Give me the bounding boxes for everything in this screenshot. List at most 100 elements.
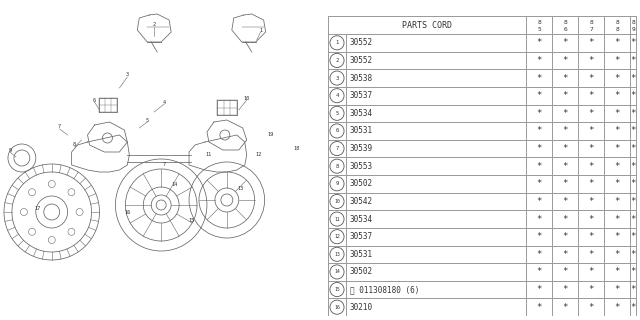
Bar (328, 87, 346, 105)
Text: 1: 1 (335, 40, 339, 45)
Bar (526, 298, 552, 316)
Text: 4: 4 (335, 93, 339, 98)
Text: *: * (536, 303, 541, 312)
Bar (604, 228, 630, 245)
Text: *: * (563, 303, 568, 312)
Text: *: * (536, 56, 541, 65)
Text: 1: 1 (259, 28, 262, 33)
Text: *: * (536, 126, 541, 135)
Bar (346, 140, 526, 157)
Text: 12: 12 (334, 234, 340, 239)
Bar (630, 16, 636, 34)
Text: *: * (614, 109, 620, 118)
Bar (346, 122, 526, 140)
Bar (630, 105, 636, 122)
Text: *: * (630, 56, 636, 65)
Bar (346, 105, 526, 122)
Bar (604, 298, 630, 316)
Bar (526, 105, 552, 122)
Bar (630, 263, 636, 281)
Bar (630, 175, 636, 193)
Text: 8: 8 (615, 20, 619, 25)
Bar (630, 193, 636, 210)
Bar (630, 52, 636, 69)
Bar (604, 52, 630, 69)
Text: 30537: 30537 (350, 91, 373, 100)
Bar (526, 245, 552, 263)
Text: *: * (630, 179, 636, 188)
Bar (630, 210, 636, 228)
Bar (578, 105, 604, 122)
Text: *: * (630, 232, 636, 241)
Bar (630, 157, 636, 175)
Text: 8: 8 (73, 142, 76, 148)
Bar (630, 140, 636, 157)
Bar (328, 105, 346, 122)
Text: 8: 8 (563, 20, 567, 25)
Bar (604, 105, 630, 122)
Text: *: * (588, 91, 594, 100)
Bar (604, 210, 630, 228)
Bar (630, 281, 636, 298)
Text: *: * (630, 91, 636, 100)
Text: *: * (563, 144, 568, 153)
Text: 10: 10 (334, 199, 340, 204)
Text: 2: 2 (335, 58, 339, 63)
Bar (328, 69, 346, 87)
Bar (604, 157, 630, 175)
Bar (552, 263, 578, 281)
Text: 9: 9 (631, 27, 635, 32)
Bar (604, 193, 630, 210)
Bar (346, 157, 526, 175)
Text: *: * (614, 197, 620, 206)
Text: 9: 9 (335, 181, 339, 186)
Text: 17: 17 (35, 205, 41, 211)
Text: *: * (588, 197, 594, 206)
Text: *: * (614, 268, 620, 276)
Text: 10: 10 (244, 95, 250, 100)
Bar (552, 245, 578, 263)
Text: 9: 9 (8, 148, 12, 153)
Text: *: * (563, 162, 568, 171)
Bar (578, 175, 604, 193)
Text: *: * (614, 285, 620, 294)
Text: 5: 5 (335, 111, 339, 116)
Text: *: * (614, 250, 620, 259)
Bar (552, 140, 578, 157)
Text: *: * (563, 126, 568, 135)
Text: *: * (563, 91, 568, 100)
Bar (604, 175, 630, 193)
Bar (604, 34, 630, 52)
Text: *: * (536, 162, 541, 171)
Bar (526, 175, 552, 193)
Bar (630, 298, 636, 316)
Text: *: * (536, 268, 541, 276)
Bar (552, 122, 578, 140)
Text: 12: 12 (255, 153, 262, 157)
Text: *: * (563, 109, 568, 118)
Text: *: * (630, 285, 636, 294)
Text: *: * (614, 232, 620, 241)
Text: 3: 3 (335, 76, 339, 81)
Bar (552, 34, 578, 52)
Bar (578, 140, 604, 157)
Text: 11: 11 (206, 153, 212, 157)
Text: 30552: 30552 (350, 38, 373, 47)
Bar (552, 281, 578, 298)
Text: 7: 7 (163, 163, 166, 167)
Text: *: * (588, 285, 594, 294)
Bar (328, 16, 526, 34)
Bar (328, 140, 346, 157)
Bar (346, 298, 526, 316)
Bar (552, 52, 578, 69)
Bar (604, 122, 630, 140)
Text: *: * (630, 215, 636, 224)
Text: 2: 2 (153, 22, 156, 28)
Bar (526, 52, 552, 69)
Bar (578, 52, 604, 69)
Text: 6: 6 (93, 98, 96, 102)
Text: *: * (630, 38, 636, 47)
Text: 30537: 30537 (350, 232, 373, 241)
Bar (328, 298, 346, 316)
Bar (604, 87, 630, 105)
